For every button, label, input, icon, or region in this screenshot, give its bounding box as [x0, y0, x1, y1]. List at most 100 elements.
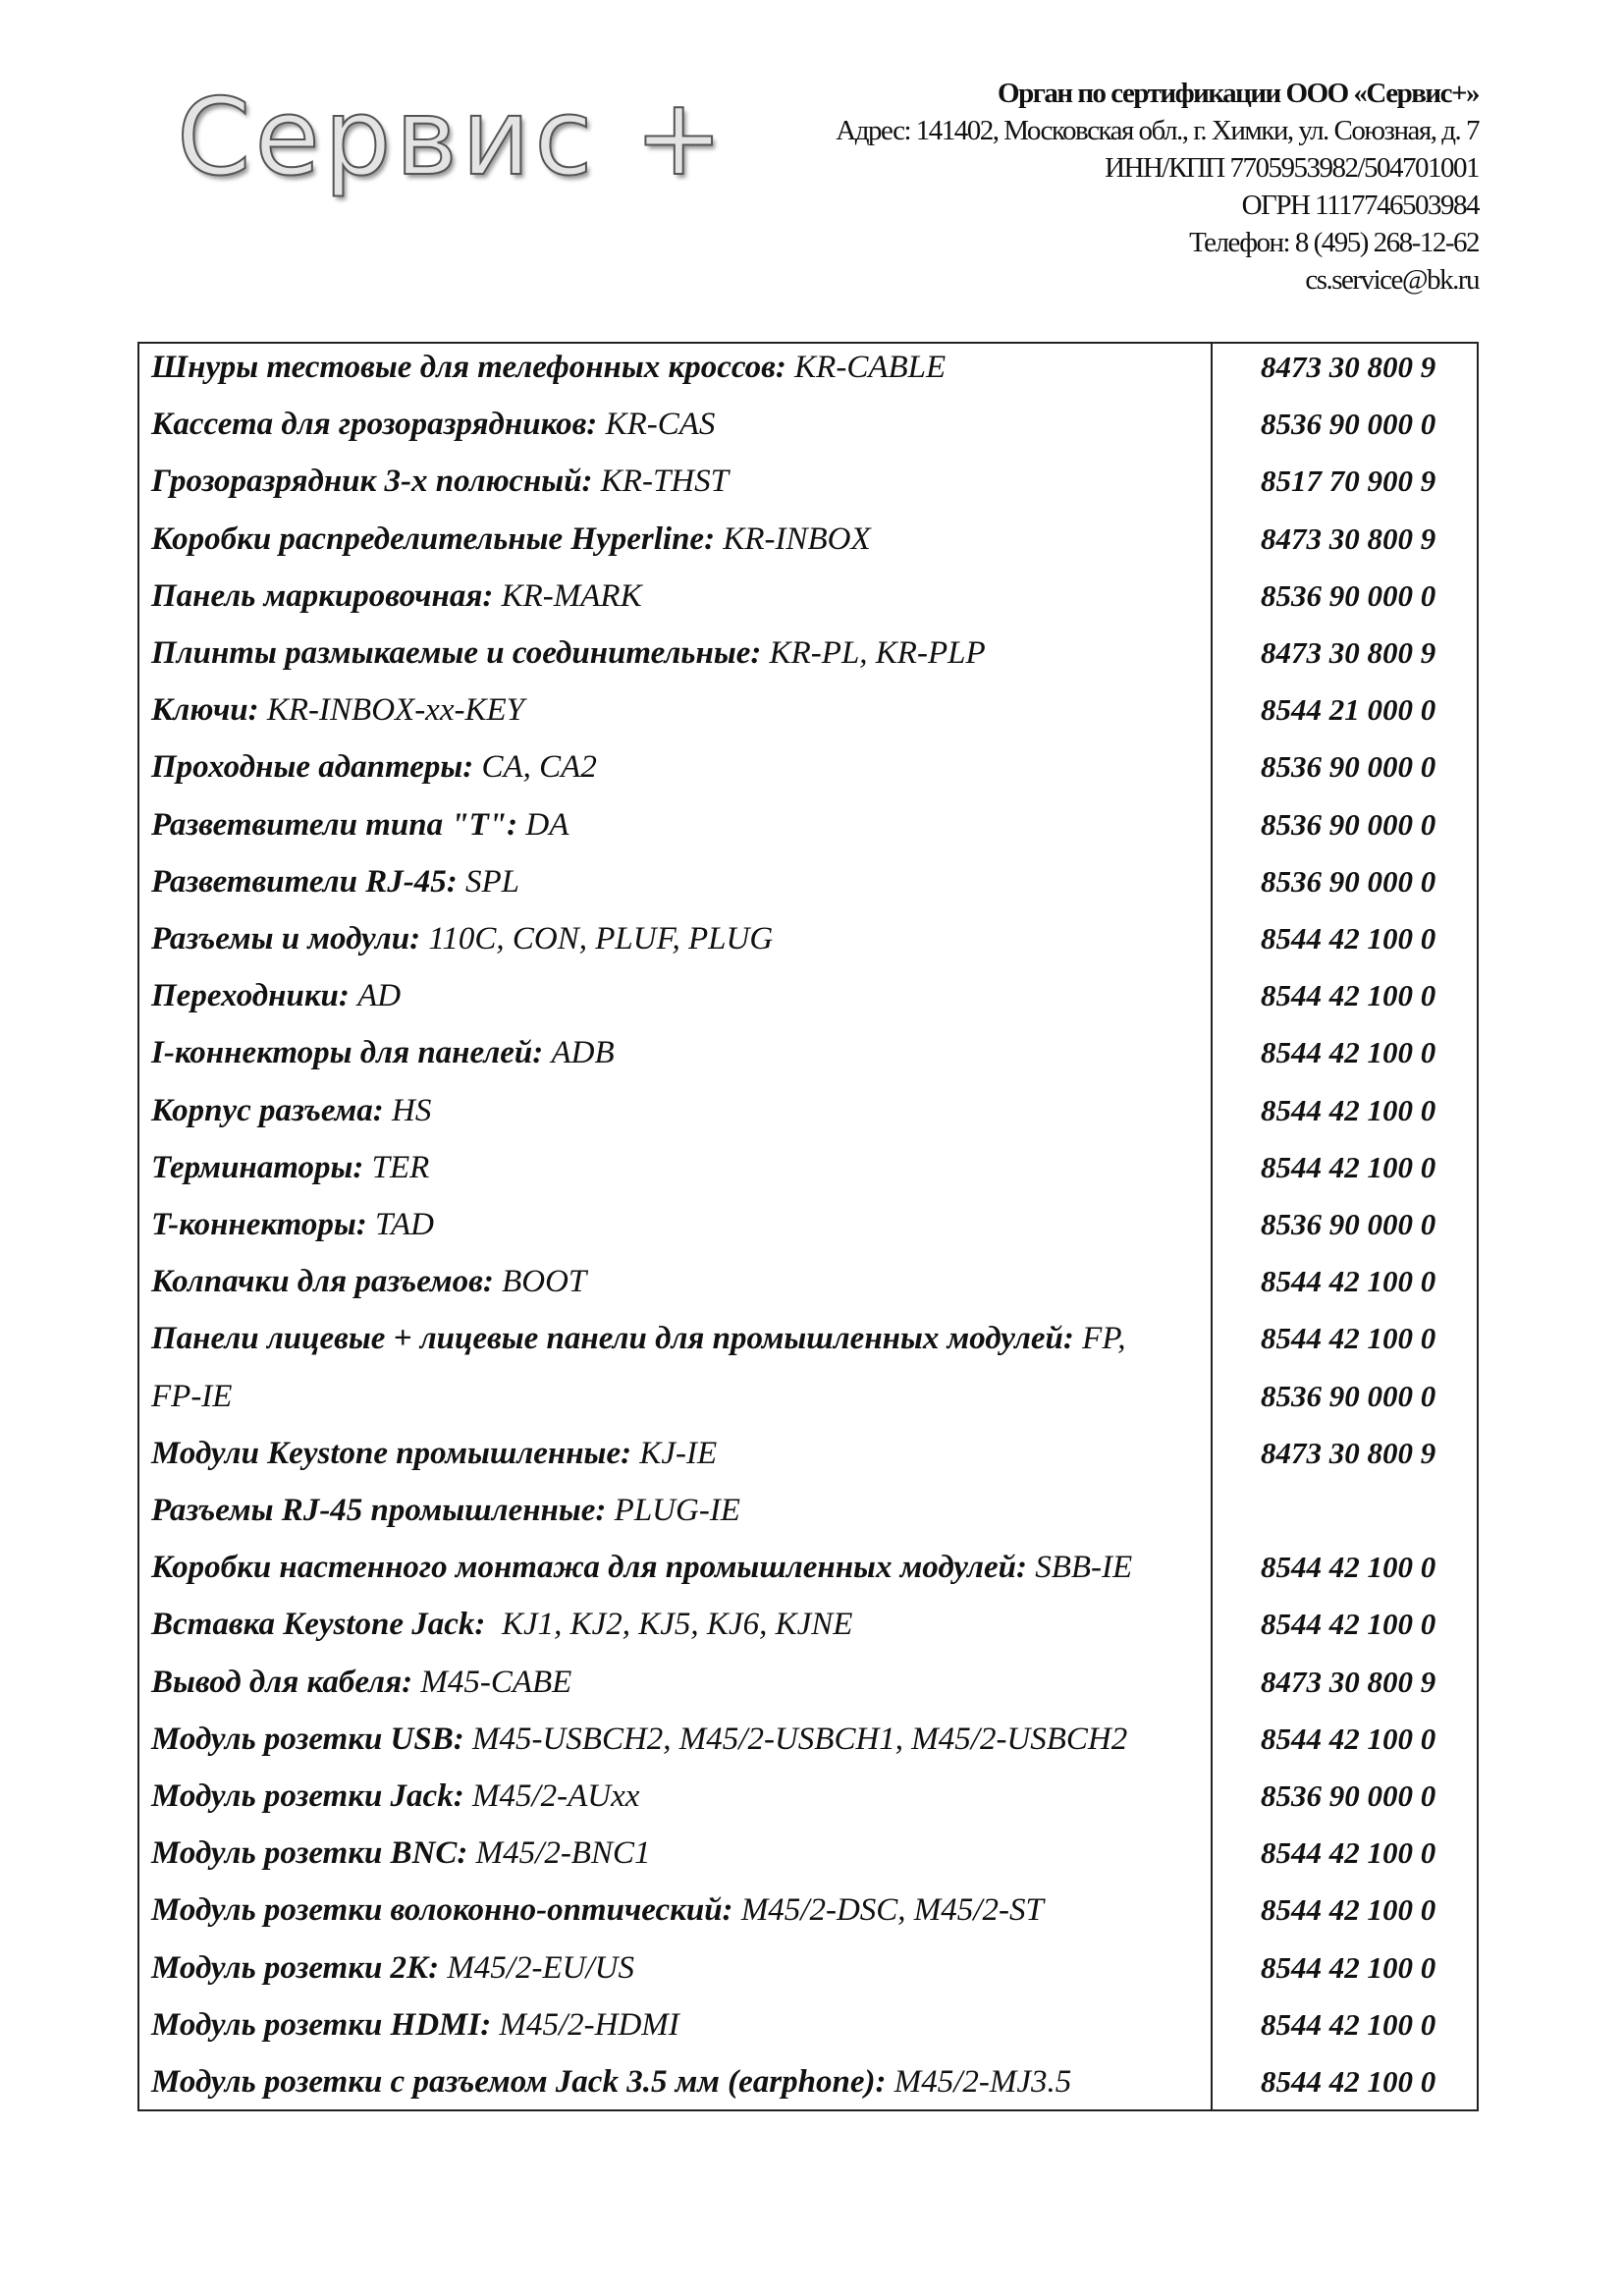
- table-row: Шнуры тестовые для телефонных кроссов: K…: [151, 350, 1477, 407]
- product-name: T-коннекторы:: [151, 1207, 367, 1242]
- table-row: Вывод для кабеля: M45-CABE 8473 30 800 9: [151, 1665, 1477, 1722]
- product-code: FP-IE: [151, 1378, 233, 1414]
- table-row: Корпус разъема: HS 8544 42 100 0: [151, 1093, 1477, 1150]
- product-code: M45/2-BNC1: [467, 1835, 651, 1872]
- product-code: KR-INBOX: [715, 520, 871, 557]
- hs-code: 8544 42 100 0: [1261, 1550, 1436, 1585]
- product-code: KR-INBOX-xx-KEY: [258, 692, 524, 729]
- hs-code: 8544 42 100 0: [1261, 1321, 1436, 1356]
- product-code: M45-USBCH2, M45/2-USBCH1, M45/2-USBCH2: [463, 1721, 1128, 1757]
- email: cs.service@bk.ru: [1305, 264, 1480, 296]
- hs-code: 8536 90 000 0: [1261, 863, 1436, 899]
- product-name: Терминаторы:: [151, 1149, 364, 1185]
- product-code: BOOT: [493, 1264, 587, 1300]
- inn-kpp: ИНН/КПП 7705953982/504701001: [1105, 152, 1480, 184]
- table-row: Кассета для грозоразрядников: KR-CAS 8536…: [151, 407, 1477, 464]
- table-row: Разъемы и модули: 110C, CON, PLUF, PLUG 8…: [151, 921, 1477, 978]
- table-row: Модуль розетки USB: M45-USBCH2, M45/2-US…: [151, 1722, 1477, 1778]
- table-row: Панель маркировочная: KR-MARK 8536 90 000…: [151, 578, 1477, 635]
- hs-code: 8544 42 100 0: [1261, 1149, 1436, 1184]
- product-code: M45/2-EU/US: [439, 1949, 634, 1986]
- product-name: Модуль розетки волоконно-оптический:: [151, 1892, 733, 1929]
- product-code: SBB-IE: [1026, 1550, 1133, 1586]
- product-code: FP,: [1073, 1321, 1126, 1357]
- hs-code: 8544 42 100 0: [1261, 978, 1436, 1013]
- product-name: Модуль розетки HDMI:: [151, 2006, 492, 2043]
- table-row: Модуль розетки волоконно-оптический: M45…: [151, 1892, 1477, 1949]
- hs-code: 8536 90 000 0: [1261, 1378, 1436, 1413]
- product-name: Грозоразрядник 3-х полюсный:: [151, 464, 593, 500]
- product-name: Модуль розетки Jack:: [151, 1778, 464, 1814]
- product-name: Колпачки для разъемов:: [151, 1264, 494, 1300]
- table-row: Плинты размыкаемые и соединительные: KR-…: [151, 635, 1477, 692]
- table-row: Разветвители RJ-45: SPL 8536 90 000 0: [151, 864, 1477, 921]
- product-name: Шнуры тестовые для телефонных кроссов:: [151, 350, 786, 385]
- product-name: Разветвители типа "T":: [151, 806, 518, 843]
- product-code: TER: [363, 1149, 430, 1185]
- product-name: Переходники:: [151, 978, 350, 1014]
- ogrn: ОГРН 1117746503984: [1241, 190, 1481, 221]
- table-row: FP-IE 8536 90 000 0: [151, 1379, 1477, 1436]
- product-name: Модули Keystone промышленные:: [151, 1435, 632, 1471]
- table-row: Модуль розетки HDMI: M45/2-HDMI 8544 42 1…: [151, 2007, 1477, 2064]
- table-row: Коробки настенного монтажа для промышлен…: [151, 1550, 1477, 1607]
- product-name: Модуль розетки 2K:: [151, 1949, 440, 1986]
- product-code: KR-PL, KR-PLP: [761, 635, 986, 671]
- table-row: T-коннекторы: TAD 8536 90 000 0: [151, 1207, 1477, 1264]
- product-code: TAD: [366, 1207, 434, 1242]
- hs-code: 8544 42 100 0: [1261, 1835, 1436, 1871]
- product-code: 110C, CON, PLUF, PLUG: [420, 921, 774, 957]
- hs-code: 8544 42 100 0: [1261, 1892, 1436, 1928]
- product-name: Модуль розетки с разъемом Jack 3.5 мм (e…: [151, 2064, 887, 2100]
- product-code: KR-MARK: [493, 577, 642, 614]
- letterhead: Орган по сертификации ООО «Сервис+» Адре…: [836, 75, 1481, 299]
- hs-code: 8473 30 800 9: [1261, 520, 1436, 556]
- product-name: Кассета для грозоразрядников:: [151, 407, 598, 443]
- product-name: I-коннекторы для панелей:: [151, 1035, 544, 1071]
- product-code: KJ1, KJ2, KJ5, KJ6, KJNE: [485, 1607, 853, 1643]
- product-code: M45-CABE: [412, 1664, 572, 1700]
- product-name: Проходные адаптеры:: [151, 749, 474, 786]
- product-name: Коробки распределительные Hyperline:: [151, 520, 716, 557]
- product-name: Разъемы RJ-45 промышленные:: [151, 1493, 607, 1528]
- table-row: Разветвители типа "T": DA 8536 90 000 0: [151, 807, 1477, 864]
- phone: Телефон: 8 (495) 268-12-62: [1189, 227, 1480, 258]
- table-row: Модуль розетки с разъемом Jack 3.5 мм (e…: [151, 2064, 1477, 2121]
- product-name: Ключи:: [151, 692, 259, 729]
- hs-code: 8536 90 000 0: [1261, 1778, 1436, 1813]
- address: Адрес: 141402, Московская обл., г. Химки…: [836, 115, 1480, 146]
- hs-code: 8536 90 000 0: [1261, 1207, 1436, 1241]
- hs-code: 8536 90 000 0: [1261, 806, 1436, 842]
- product-code: HS: [383, 1092, 432, 1128]
- hs-code: 8517 70 900 9: [1261, 464, 1436, 499]
- hs-code: 8473 30 800 9: [1261, 635, 1436, 670]
- product-name: Модуль розетки USB:: [151, 1721, 464, 1757]
- product-code: PLUG-IE: [606, 1493, 740, 1528]
- product-name: Корпус разъема:: [151, 1092, 384, 1128]
- product-name: Панели лицевые + лицевые панели для пром…: [151, 1321, 1074, 1357]
- table-row: Переходники: AD 8544 42 100 0: [151, 978, 1477, 1035]
- product-name: Модуль розетки BNC:: [151, 1835, 468, 1872]
- table-row: Проходные адаптеры: CA, CA2 8536 90 000 0: [151, 749, 1477, 806]
- hs-code: 8473 30 800 9: [1261, 1664, 1436, 1699]
- product-name: Плинты размыкаемые и соединительные:: [151, 635, 762, 671]
- table-row: Модуль розетки 2K: M45/2-EU/US 8544 42 10…: [151, 1950, 1477, 2007]
- product-name: Вставка Keystone Jack:: [151, 1607, 486, 1643]
- product-code: KJ-IE: [631, 1435, 718, 1471]
- hs-code: 8544 21 000 0: [1261, 692, 1436, 728]
- hs-code: 8544 42 100 0: [1261, 1607, 1436, 1642]
- table-row: I-коннекторы для панелей: ADB 8544 42 100…: [151, 1035, 1477, 1092]
- product-code: DA: [517, 806, 569, 843]
- product-table: Шнуры тестовые для телефонных кроссов: K…: [137, 342, 1479, 2111]
- product-code: M45/2-MJ3.5: [886, 2064, 1072, 2100]
- org-name: Орган по сертификации ООО «Сервис+»: [998, 78, 1480, 109]
- product-name: Панель маркировочная:: [151, 577, 494, 614]
- product-code: KR-CAS: [597, 407, 716, 443]
- hs-code: 8544 42 100 0: [1261, 921, 1436, 956]
- product-code: ADB: [543, 1035, 615, 1071]
- table-row: Колпачки для разъемов: BOOT 8544 42 100 0: [151, 1264, 1477, 1321]
- hs-code: 8544 42 100 0: [1261, 1949, 1436, 1985]
- hs-code: 8544 42 100 0: [1261, 1264, 1436, 1299]
- table-row: Вставка Keystone Jack: KJ1, KJ2, KJ5, KJ…: [151, 1607, 1477, 1664]
- table-row: Терминаторы: TER 8544 42 100 0: [151, 1150, 1477, 1207]
